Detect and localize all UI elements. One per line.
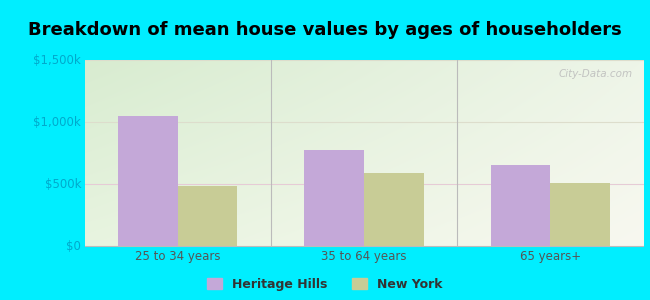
Text: City-Data.com: City-Data.com xyxy=(558,69,632,79)
Bar xyxy=(177,187,237,246)
Text: $0: $0 xyxy=(66,239,81,253)
Text: $1,000k: $1,000k xyxy=(34,116,81,128)
Bar xyxy=(364,173,424,246)
Text: $500k: $500k xyxy=(45,178,81,190)
Text: $1,500k: $1,500k xyxy=(34,53,81,67)
Bar xyxy=(551,183,610,246)
Bar xyxy=(118,116,177,246)
Text: Breakdown of mean house values by ages of householders: Breakdown of mean house values by ages o… xyxy=(28,21,622,39)
Bar xyxy=(304,150,364,246)
Bar xyxy=(491,165,551,246)
Legend: Heritage Hills, New York: Heritage Hills, New York xyxy=(207,278,443,291)
